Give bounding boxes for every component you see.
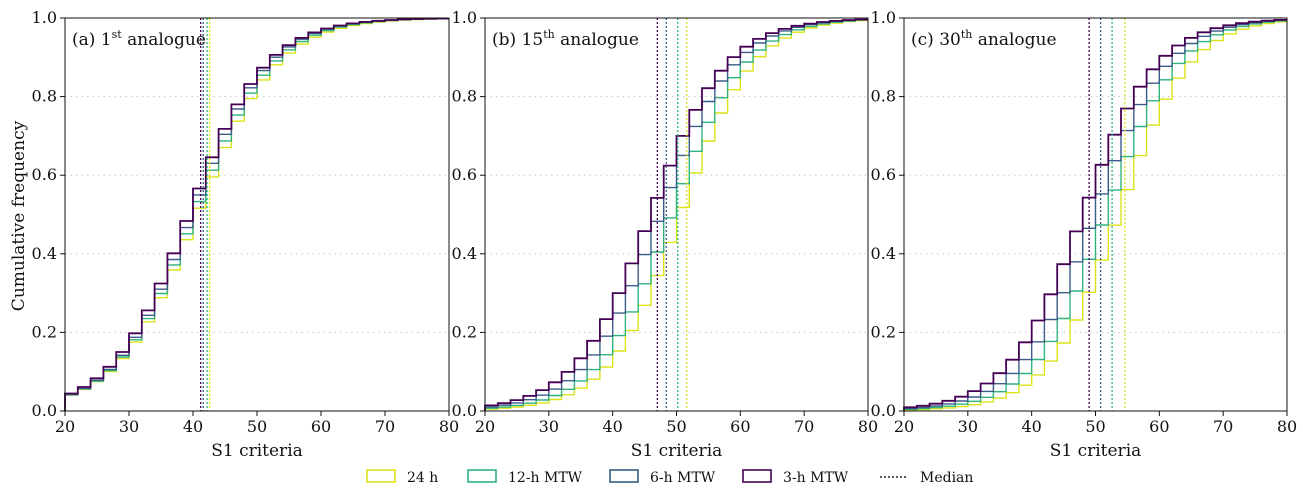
x-tick-label: 20 [894,417,914,436]
legend-swatch [742,469,772,483]
series-line-24-h [903,21,1287,411]
legend-label: 24 h [407,470,438,486]
y-axis-label: Cumulative frequency [9,120,29,311]
legend-item-24-h: 24 h [366,469,438,486]
series-line-3-h-mtw [484,18,868,411]
y-tick-label: 0.6 [452,165,477,184]
legend-label: Median [920,470,973,486]
x-tick-label: 80 [439,417,459,436]
panel-1: 20 30 40 50 60 70 80 0.0 0.2 0.4 0.6 0.8 1.0 S1 crite… [32,8,460,461]
y-tick-label: 0.8 [871,87,896,106]
x-tick-label: 60 [1149,417,1169,436]
x-tick-label: 30 [119,417,139,436]
y-tick-label: 0.8 [32,87,57,106]
x-tick-label: 20 [55,417,75,436]
y-tick-label: 0.4 [871,244,896,263]
legend-label: 6-h MTW [650,470,716,486]
y-tick-label: 1.0 [452,8,477,27]
x-tick-label: 30 [958,417,978,436]
legend-item-median: Median [880,470,973,486]
y-tick-label: 0.4 [452,244,477,263]
legend-item-12-h-mtw: 12-h MTW [467,469,583,486]
legend-swatch [366,469,396,483]
legend-label: 12-h MTW [508,470,583,486]
series-line-6-h-mtw [484,19,868,411]
x-tick-label: 20 [475,417,495,436]
legend-swatch [609,469,639,483]
panel-label: (c) 30th analogue [911,28,1057,50]
series-line-3-h-mtw [64,17,449,411]
x-axis-label: S1 criteria [631,441,723,461]
series-line-12-h-mtw [484,19,868,411]
y-tick-label: 0.8 [452,87,477,106]
legend: 24 h 12-h MTW 6-h MTW 3-h MTW Median [366,469,973,486]
y-tick-label: 0.2 [452,322,477,341]
x-tick-label: 30 [539,417,559,436]
panel-label: (a) 1st analogue [72,28,206,50]
y-tick-label: 0.6 [871,165,896,184]
x-tick-label: 40 [602,417,622,436]
y-tick-label: 1.0 [32,8,57,27]
y-tick-label: 0.6 [32,165,57,184]
panel-3: 20 30 40 50 60 70 80 0.0 0.2 0.4 0.6 0.8 1.0 S1 crite… [871,8,1298,461]
x-tick-label: 70 [1213,417,1233,436]
panel-label: (b) 15th analogue [492,28,639,50]
series-line-3-h-mtw [903,19,1287,411]
x-tick-label: 60 [730,417,750,436]
y-tick-label: 0.0 [452,401,477,420]
series-line-6-h-mtw [903,19,1287,411]
series-line-24-h [484,19,868,411]
legend-swatch [467,469,497,483]
y-tick-label: 0.2 [871,322,896,341]
panels: 20 30 40 50 60 70 800.00.20.40.60.81.0S1 crite… [32,8,1298,461]
y-tick-label: 1.0 [871,8,896,27]
legend-item-3-h-mtw: 3-h MTW [742,469,849,486]
y-tick-label: 0.4 [32,244,57,263]
x-tick-label: 80 [1277,417,1297,436]
x-tick-label: 50 [247,417,267,436]
panel-2: 20 30 40 50 60 70 80 0.0 0.2 0.4 0.6 0.8 1.0 S1 crite… [452,8,879,461]
x-axis-label: S1 criteria [1050,441,1142,461]
x-tick-label: 70 [794,417,814,436]
legend-item-6-h-mtw: 6-h MTW [609,469,716,486]
x-tick-label: 40 [1021,417,1041,436]
x-tick-label: 50 [1085,417,1105,436]
y-tick-label: 0.2 [32,322,57,341]
x-tick-label: 60 [311,417,331,436]
x-axis-label: S1 criteria [211,441,303,461]
x-tick-label: 40 [183,417,203,436]
x-tick-label: 50 [666,417,686,436]
x-tick-label: 70 [375,417,395,436]
y-tick-label: 0.0 [871,401,896,420]
y-tick-label: 0.0 [32,401,57,420]
x-tick-label: 80 [858,417,878,436]
series-line-12-h-mtw [903,20,1287,411]
legend-label: 3-h MTW [783,470,849,486]
